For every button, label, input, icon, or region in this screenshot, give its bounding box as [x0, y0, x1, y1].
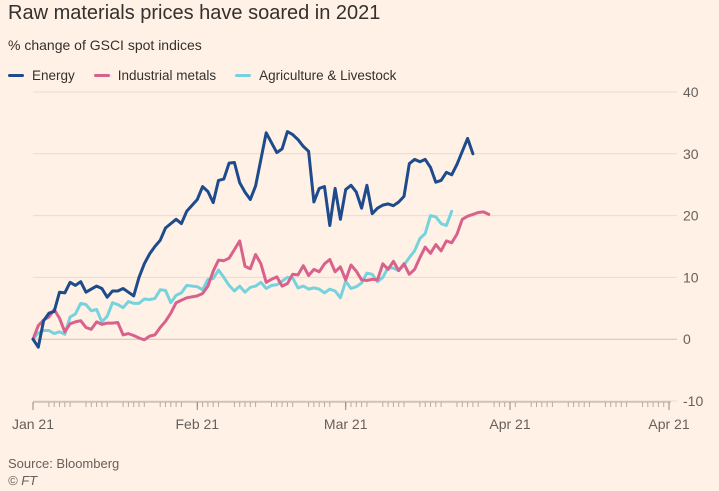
legend-label-industrial-metals: Industrial metals [117, 68, 217, 83]
x-tick-label: Feb 21 [176, 416, 220, 432]
y-axis-labels: 40 30 20 10 0 -10 [683, 84, 703, 409]
chart-title: Raw materials prices have soared in 2021 [8, 2, 381, 24]
legend-item-agriculture-livestock: Agriculture & Livestock [235, 68, 396, 83]
x-tick-label: Jan 21 [12, 416, 54, 432]
y-tick-label: 30 [683, 146, 699, 162]
x-tick-label: Mar 21 [324, 416, 368, 432]
legend-item-industrial-metals: Industrial metals [93, 68, 217, 83]
y-tick-label: 40 [683, 84, 699, 100]
chart-subtitle: % change of GSCI spot indices [8, 37, 202, 53]
gridlines [33, 91, 677, 402]
source-note: Source: Bloomberg [8, 456, 120, 471]
legend-label-energy: Energy [32, 68, 75, 83]
legend-swatch-agriculture-livestock [235, 74, 252, 77]
series-line-energy [31, 130, 475, 349]
y-tick-label: 0 [683, 331, 691, 347]
series-lines [31, 130, 491, 349]
x-axis: Jan 21 Feb 21 Mar 21 Apr 21 Apr 21 [12, 401, 690, 432]
series-line-industrial-metals [31, 210, 491, 342]
legend-swatch-energy [8, 74, 24, 77]
y-tick-label: -10 [683, 393, 703, 409]
legend-item-energy: Energy [8, 68, 75, 83]
legend-label-agriculture-livestock: Agriculture & Livestock [259, 68, 397, 83]
ft-credit: © FT [8, 473, 38, 488]
x-tick-label: Apr 21 [489, 416, 530, 432]
y-tick-label: 20 [683, 208, 699, 224]
legend-swatch-industrial-metals [93, 74, 110, 77]
chart-legend: Energy Industrial metals Agriculture & L… [8, 68, 415, 83]
y-tick-label: 10 [683, 269, 699, 285]
x-tick-label: Apr 21 [648, 416, 689, 432]
series-line-agriculture-livestock [31, 209, 454, 341]
